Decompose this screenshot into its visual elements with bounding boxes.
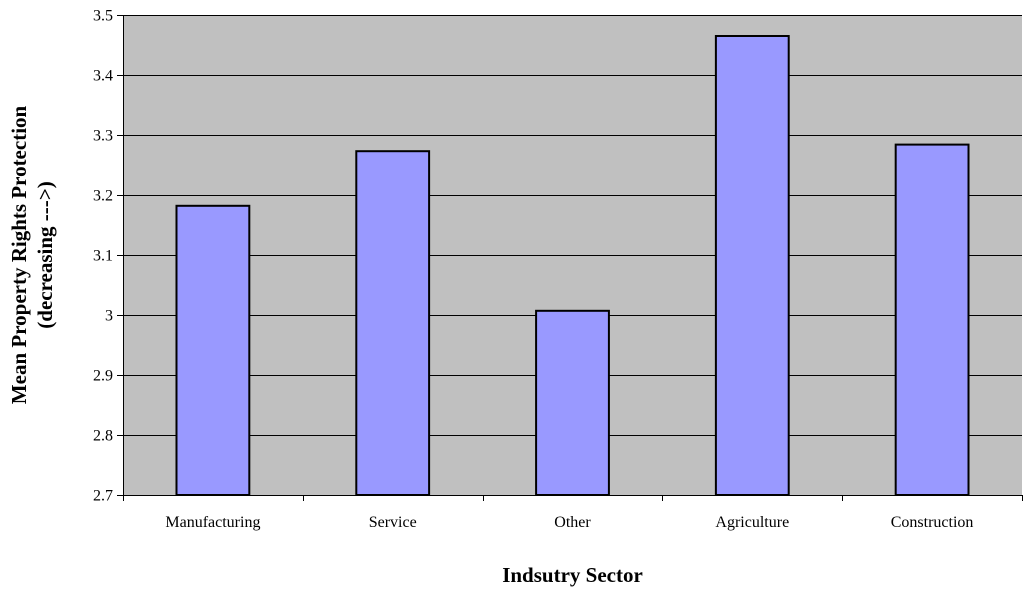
x-tick-label: Service	[369, 514, 417, 531]
x-tick-label: Manufacturing	[165, 514, 260, 531]
y-tick-label: 3.4	[93, 68, 113, 85]
y-axis-title-line-1: Mean Property Rights Protection	[7, 105, 31, 404]
bars	[175, 35, 970, 497]
bar-agriculture	[714, 35, 790, 496]
y-tick-label: 3.3	[93, 128, 113, 145]
y-axis-title: Mean Property Rights Protection (decreas…	[7, 105, 57, 404]
x-tick-label: Construction	[891, 514, 974, 531]
y-tick-label: 2.7	[93, 488, 113, 505]
x-tick-label: Other	[554, 514, 591, 531]
y-tick-label: 3	[105, 308, 113, 325]
y-tick-labels: 2.7 2.8 2.9 3 3.1 3.2 3.3 3.4 3.5	[93, 8, 113, 505]
bar-construction	[894, 143, 970, 496]
x-tick-labels: Manufacturing Service Other Agriculture Cons…	[165, 514, 973, 531]
axes	[117, 15, 1023, 501]
bar-manufacturing	[175, 204, 251, 497]
x-tick-label: Agriculture	[715, 514, 789, 531]
y-tick-label: 3.5	[93, 8, 113, 25]
y-tick-label: 3.2	[93, 188, 113, 205]
bar-other	[535, 309, 610, 496]
y-tick-label: 2.8	[93, 428, 113, 445]
y-tick-label: 3.1	[93, 248, 113, 265]
x-axis-title: Indsutry Sector	[502, 563, 643, 587]
bar-service	[355, 150, 431, 496]
y-tick-label: 2.9	[93, 368, 113, 385]
y-axis-title-line-2: (decreasing --->)	[33, 181, 57, 328]
